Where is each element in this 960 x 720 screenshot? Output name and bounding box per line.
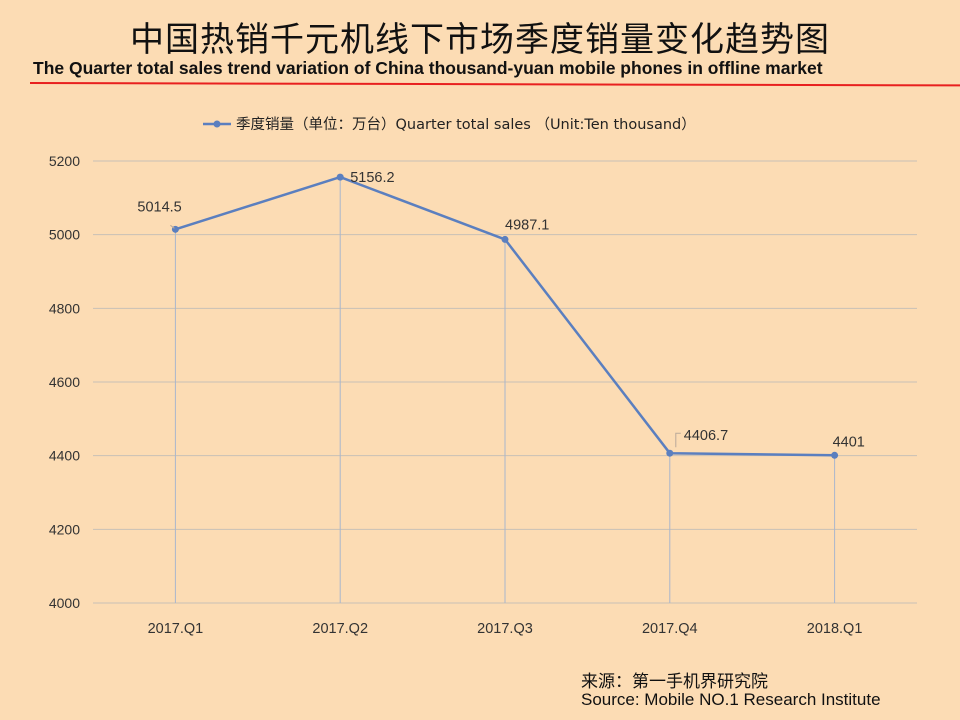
legend-marker: [213, 120, 221, 128]
data-label: 4987.1: [505, 217, 549, 233]
x-tick-label: 2017.Q2: [312, 621, 368, 637]
chart-title-en: The Quarter total sales trend variation …: [33, 58, 823, 78]
x-tick-label: 2017.Q4: [642, 621, 698, 637]
data-label: 5156.2: [350, 170, 394, 186]
y-tick-label: 4400: [49, 448, 80, 464]
y-tick-label: 4800: [49, 300, 80, 316]
y-tick-label: 4000: [49, 595, 80, 611]
y-tick-label: 5000: [49, 227, 80, 243]
source-note-en: Source: Mobile NO.1 Research Institute: [581, 690, 881, 709]
y-tick-label: 4600: [49, 374, 80, 390]
data-point: [666, 449, 674, 457]
source-note-cn: 来源：第一手机界研究院: [581, 672, 768, 692]
data-label: 4401: [833, 434, 865, 450]
y-tick-label: 5200: [49, 153, 80, 169]
y-tick-label: 4200: [49, 521, 80, 537]
x-tick-label: 2018.Q1: [807, 621, 863, 637]
data-point: [336, 173, 344, 181]
data-label-leader: [170, 224, 175, 229]
chart-title-cn: 中国热销千元机线下市场季度销量变化趋势图: [130, 20, 830, 60]
data-point: [831, 451, 839, 459]
legend-label: 季度销量（单位：万台）Quarter total sales （Unit:Ten…: [236, 116, 696, 133]
data-point: [501, 235, 509, 243]
data-label: 4406.7: [684, 428, 728, 444]
x-tick-label: 2017.Q1: [148, 621, 204, 637]
data-label-leader: [675, 432, 681, 448]
x-tick-label: 2017.Q3: [477, 621, 533, 637]
data-label: 5014.5: [137, 199, 181, 215]
